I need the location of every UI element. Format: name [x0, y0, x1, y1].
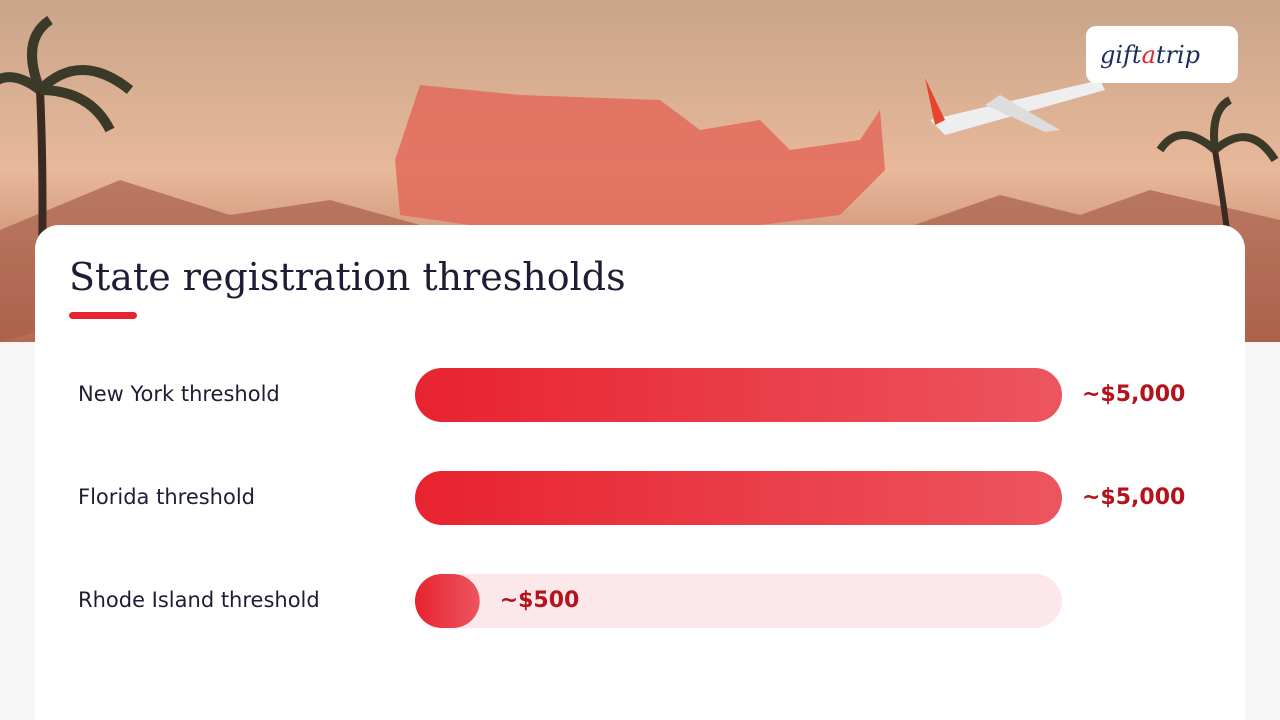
category-label: Florida threshold — [78, 485, 255, 509]
logo-part: a — [1142, 41, 1156, 69]
title-underline — [69, 312, 137, 319]
category-label: Rhode Island threshold — [78, 588, 320, 612]
value-label: ~$500 — [500, 588, 580, 613]
value-label: ~$5,000 — [1082, 485, 1185, 510]
bar — [415, 471, 1062, 525]
bar — [415, 574, 480, 628]
value-label: ~$5,000 — [1082, 382, 1185, 407]
chart-title: State registration thresholds — [69, 255, 626, 299]
logo-part: gift — [1100, 41, 1142, 69]
logo-part: trip — [1156, 41, 1200, 69]
bar-track — [415, 574, 1062, 628]
bar — [415, 368, 1062, 422]
category-label: New York threshold — [78, 382, 280, 406]
logo-text: giftatrip — [1100, 41, 1200, 69]
